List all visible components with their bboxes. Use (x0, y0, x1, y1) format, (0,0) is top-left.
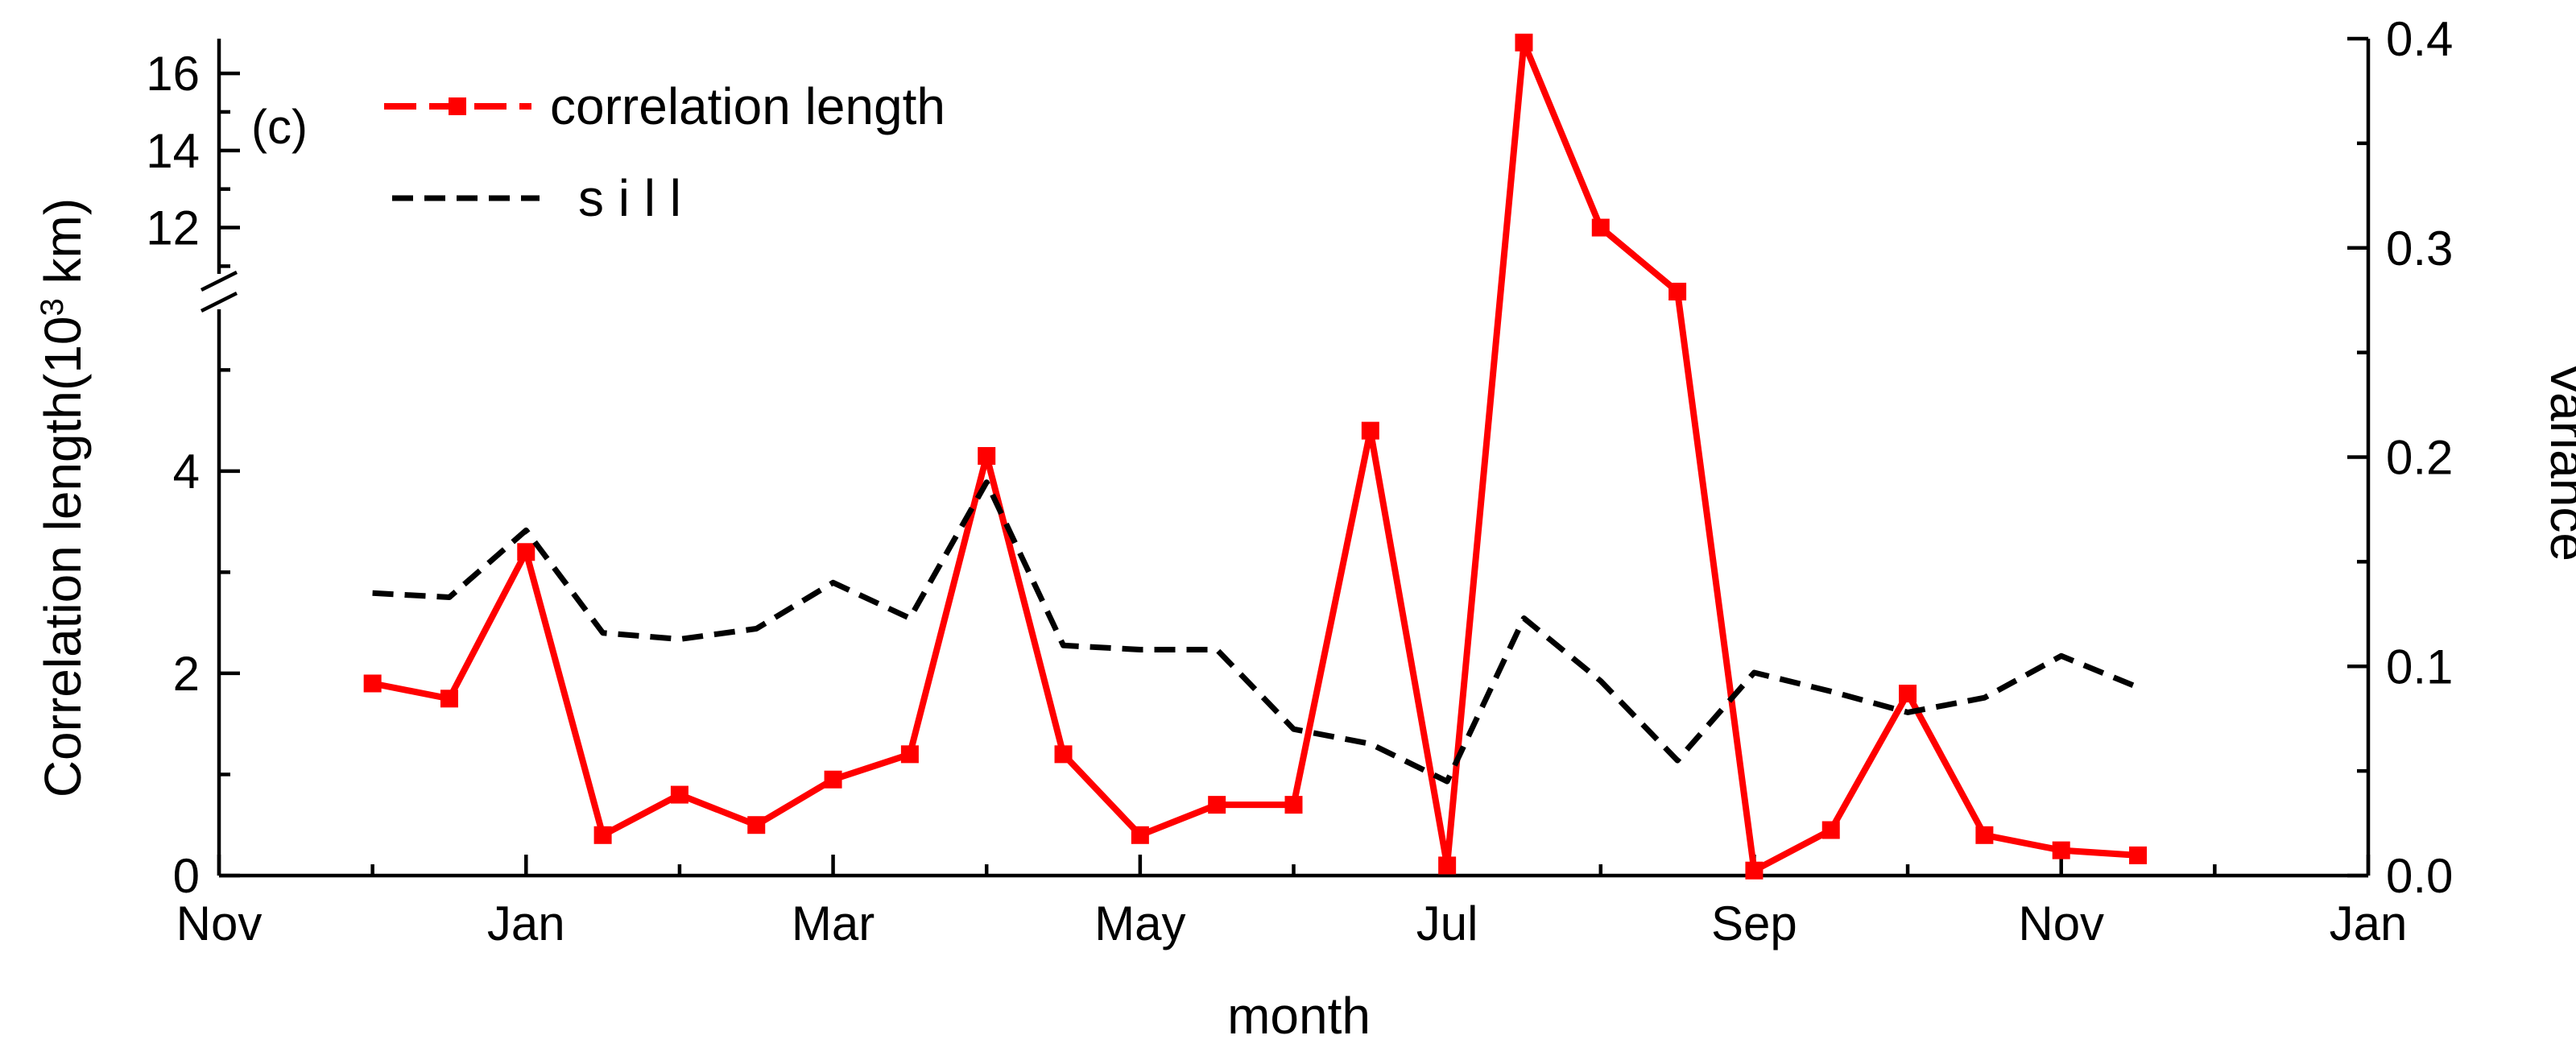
y-axis-right-title: Variance (2540, 362, 2576, 561)
y-left-tick-label: 4 (173, 445, 200, 499)
correlation-length-point (1899, 685, 1917, 703)
correlation-length-point (1054, 745, 1073, 764)
y-axis-left-title-main: Correlation length(10 (34, 316, 92, 797)
legend-correlation-length-marker (449, 97, 466, 115)
axis-break-mark (200, 270, 238, 292)
correlation-length-point (900, 745, 919, 764)
correlation-length-point (1361, 421, 1379, 440)
x-tick-label: Jan (487, 897, 565, 950)
y-axis-left: 0 2 4 12 14 16 (146, 47, 240, 903)
x-tick-label: May (1094, 897, 1185, 950)
x-tick-label: Nov (176, 897, 263, 950)
correlation-length-point (1208, 796, 1226, 814)
correlation-length-point (824, 770, 842, 789)
y-right-tick-label: 0.4 (2386, 12, 2453, 66)
y-right-tick-label: 0.2 (2386, 431, 2453, 485)
legend: correlation length s i l l (384, 77, 945, 227)
axis-break-mark (200, 291, 238, 313)
x-tick-label: Mar (792, 897, 875, 950)
correlation-length-point (517, 543, 535, 561)
correlation-length-point (978, 447, 996, 466)
y-axis-left-title: Correlation length(103 km) (34, 198, 92, 797)
y-left-tick-label: 0 (173, 849, 200, 903)
panel-label: (c) (251, 100, 308, 154)
y-axis-left-title-unit: km) (34, 198, 92, 298)
y-axis-left-title-sup: 3 (35, 298, 70, 316)
y-left-tick-label: 12 (146, 201, 200, 255)
y-right-tick-label: 0.3 (2386, 222, 2453, 275)
x-axis-title: month (1227, 987, 1371, 1045)
correlation-length-point (747, 816, 766, 834)
series-layer (363, 33, 2148, 880)
y-right-tick-label: 0.1 (2386, 640, 2453, 694)
y-left-tick-label: 14 (146, 124, 200, 178)
x-tick-label: Nov (2018, 897, 2104, 950)
y-axis-right: 0.0 0.1 0.2 0.3 0.4 (2347, 12, 2453, 903)
correlation-length-point (440, 690, 458, 708)
legend-sill-label: s i l l (578, 169, 681, 227)
correlation-length-point (1668, 283, 1687, 300)
correlation-length-point (1515, 33, 1533, 52)
correlation-length-point (1591, 218, 1610, 237)
legend-correlation-length-label: correlation length (550, 77, 945, 135)
correlation-length-point (1131, 826, 1149, 844)
sill-line (372, 479, 2140, 785)
correlation-length-point (593, 826, 612, 844)
correlation-length-point (363, 674, 382, 693)
correlation-length-point (1438, 856, 1457, 875)
correlation-length-point (1284, 796, 1303, 814)
x-tick-label: Sep (1711, 897, 1797, 950)
correlation-length-point (670, 785, 688, 804)
y-left-tick-label: 16 (146, 47, 200, 101)
x-axis: Nov Jan Mar May Jul Sep Nov Jan (176, 855, 2408, 950)
plot-frame (200, 39, 2371, 878)
correlation-length-point (1745, 861, 1764, 880)
y-left-tick-label: 2 (173, 647, 200, 701)
correlation-length-line (371, 39, 2139, 874)
correlation-length-point (2129, 846, 2148, 864)
x-tick-label: Jul (1416, 897, 1478, 950)
correlation-length-point (1821, 821, 1840, 839)
y-right-tick-label: 0.0 (2386, 849, 2453, 903)
correlation-length-point (1975, 826, 1994, 844)
correlation-length-point (2052, 841, 2070, 859)
x-tick-label: Jan (2330, 897, 2408, 950)
